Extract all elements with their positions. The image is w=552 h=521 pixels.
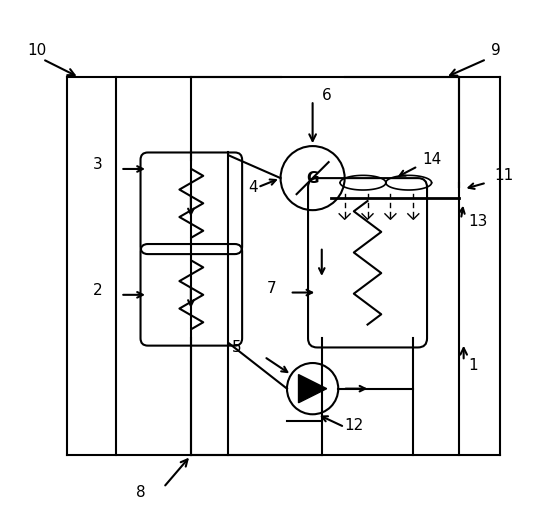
Text: 6: 6 bbox=[322, 89, 332, 103]
Text: 2: 2 bbox=[93, 283, 103, 298]
Text: 12: 12 bbox=[344, 418, 364, 433]
Text: 7: 7 bbox=[267, 280, 277, 295]
Text: 11: 11 bbox=[494, 168, 513, 183]
Polygon shape bbox=[299, 375, 327, 403]
Text: G: G bbox=[306, 170, 319, 185]
Text: 14: 14 bbox=[422, 152, 442, 167]
Text: 8: 8 bbox=[136, 485, 146, 500]
Text: 4: 4 bbox=[248, 180, 258, 195]
Text: 10: 10 bbox=[27, 43, 46, 57]
Text: 3: 3 bbox=[93, 157, 103, 172]
Text: 13: 13 bbox=[468, 214, 487, 229]
Text: 1: 1 bbox=[468, 358, 478, 374]
Text: 9: 9 bbox=[491, 43, 501, 57]
Text: 5: 5 bbox=[232, 340, 242, 355]
